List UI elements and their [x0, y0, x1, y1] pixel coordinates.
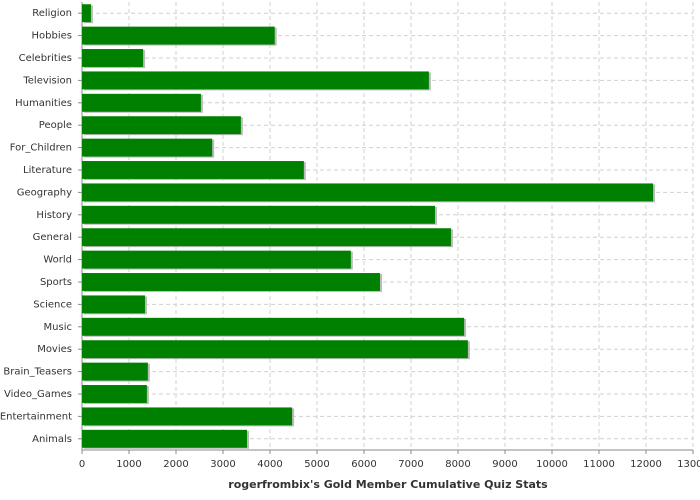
bar: [82, 407, 293, 426]
y-tick-label: Humanities: [15, 98, 72, 109]
bar: [82, 228, 451, 247]
y-tick-label: Entertainment: [0, 411, 72, 422]
y-tick-label: History: [36, 210, 72, 221]
bar: [82, 385, 147, 403]
x-tick-label: 4000: [257, 459, 282, 470]
y-tick-label: Television: [22, 75, 72, 86]
x-tick-label: 10000: [536, 459, 568, 470]
y-tick-label: General: [33, 232, 72, 243]
bar: [82, 49, 144, 67]
x-tick-label: 6000: [351, 459, 376, 470]
y-tick-label: Animals: [32, 434, 72, 445]
bar: [82, 183, 654, 202]
y-tick-label: People: [39, 120, 72, 131]
bar: [82, 116, 241, 135]
bar: [82, 161, 304, 179]
y-tick-label: Geography: [17, 187, 72, 198]
y-tick-label: Religion: [32, 8, 72, 19]
y-tick-label: Brain_Teasers: [3, 367, 72, 378]
x-tick-label: 0: [79, 459, 85, 470]
x-tick-label: 9000: [492, 459, 517, 470]
x-tick-label: 13000: [677, 459, 700, 470]
bar: [82, 295, 145, 314]
y-tick-label: Literature: [23, 165, 72, 176]
bar: [82, 71, 429, 90]
y-tick-label: Science: [33, 299, 72, 310]
y-tick-label: Video_Games: [4, 389, 72, 400]
bar: [82, 138, 213, 157]
bar: [82, 205, 435, 224]
x-tick-label: 11000: [583, 459, 615, 470]
bar: [82, 4, 91, 23]
bar: [82, 273, 380, 291]
y-tick-label: World: [43, 255, 72, 266]
y-tick-label: Celebrities: [19, 53, 72, 64]
y-tick-label: For_Children: [10, 143, 72, 154]
bar: [82, 429, 247, 448]
x-axis-label: rogerfrombix's Gold Member Cumulative Qu…: [228, 478, 548, 491]
x-tick-label: 12000: [630, 459, 662, 470]
x-tick-label: 3000: [210, 459, 235, 470]
y-tick-label: Music: [44, 322, 72, 333]
bar: [82, 340, 468, 359]
x-tick-label: 7000: [398, 459, 423, 470]
bar: [82, 26, 275, 45]
x-tick-label: 2000: [163, 459, 188, 470]
x-tick-label: 5000: [304, 459, 329, 470]
x-tick-label: 8000: [445, 459, 470, 470]
y-tick-label: Sports: [40, 277, 72, 288]
bar: [82, 317, 465, 336]
bar: [82, 362, 148, 381]
bar: [82, 250, 351, 269]
y-tick-label: Movies: [37, 344, 72, 355]
y-tick-label: Hobbies: [32, 31, 72, 42]
bar: [82, 93, 201, 112]
x-tick-label: 1000: [116, 459, 141, 470]
